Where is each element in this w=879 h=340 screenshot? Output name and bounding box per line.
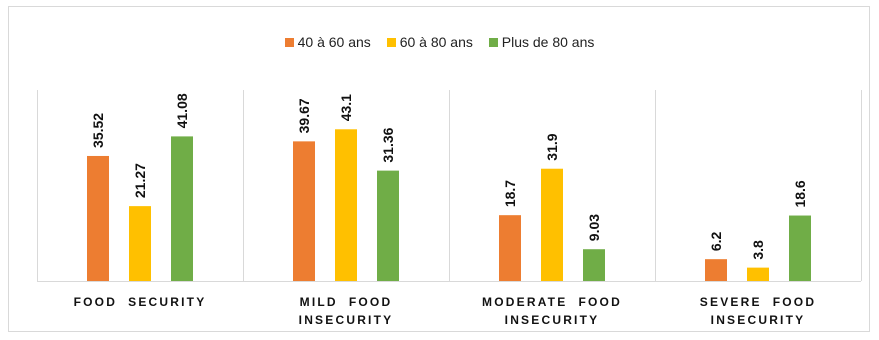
data-label: 21.27 bbox=[132, 163, 148, 198]
bar bbox=[499, 215, 521, 281]
legend-swatch-0 bbox=[284, 38, 294, 47]
category-label: INSECURITY bbox=[711, 313, 806, 327]
legend: 40 à 60 ans 60 à 80 ans Plus de 80 ans bbox=[0, 34, 879, 50]
data-label: 6.2 bbox=[708, 232, 724, 252]
data-label: 35.52 bbox=[90, 113, 106, 148]
data-label: 31.9 bbox=[544, 133, 560, 160]
category-label: INSECURITY bbox=[299, 313, 394, 327]
bar bbox=[789, 215, 811, 281]
data-label: 3.8 bbox=[750, 240, 766, 260]
legend-item-1: 60 à 80 ans bbox=[386, 34, 473, 50]
bar bbox=[583, 249, 605, 281]
legend-label-1: 60 à 80 ans bbox=[399, 34, 473, 50]
category-label: INSECURITY bbox=[505, 313, 600, 327]
bar bbox=[129, 206, 151, 281]
data-label: 43.1 bbox=[338, 94, 354, 121]
bar bbox=[541, 168, 563, 281]
category-label: MILD FOOD bbox=[300, 295, 393, 309]
bar bbox=[293, 141, 315, 281]
bar bbox=[87, 155, 109, 281]
data-label: 9.03 bbox=[586, 214, 602, 241]
data-label: 41.08 bbox=[174, 93, 190, 128]
category-label: SEVERE FOOD bbox=[700, 295, 816, 309]
legend-label-2: Plus de 80 ans bbox=[501, 34, 595, 50]
legend-label-0: 40 à 60 ans bbox=[297, 34, 371, 50]
bar bbox=[171, 136, 193, 281]
data-label: 31.36 bbox=[380, 127, 396, 162]
category-label: FOOD SECURITY bbox=[74, 295, 207, 309]
legend-swatch-1 bbox=[386, 38, 396, 47]
legend-item-0: 40 à 60 ans bbox=[284, 34, 371, 50]
bar bbox=[335, 129, 357, 281]
legend-swatch-2 bbox=[488, 38, 498, 47]
data-label: 18.7 bbox=[502, 180, 518, 207]
bar bbox=[377, 170, 399, 281]
bar bbox=[705, 259, 727, 281]
data-label: 18.6 bbox=[792, 180, 808, 207]
data-label: 39.67 bbox=[296, 98, 312, 133]
category-label: MODERATE FOOD bbox=[482, 295, 622, 309]
bar bbox=[747, 267, 769, 281]
legend-item-2: Plus de 80 ans bbox=[488, 34, 595, 50]
